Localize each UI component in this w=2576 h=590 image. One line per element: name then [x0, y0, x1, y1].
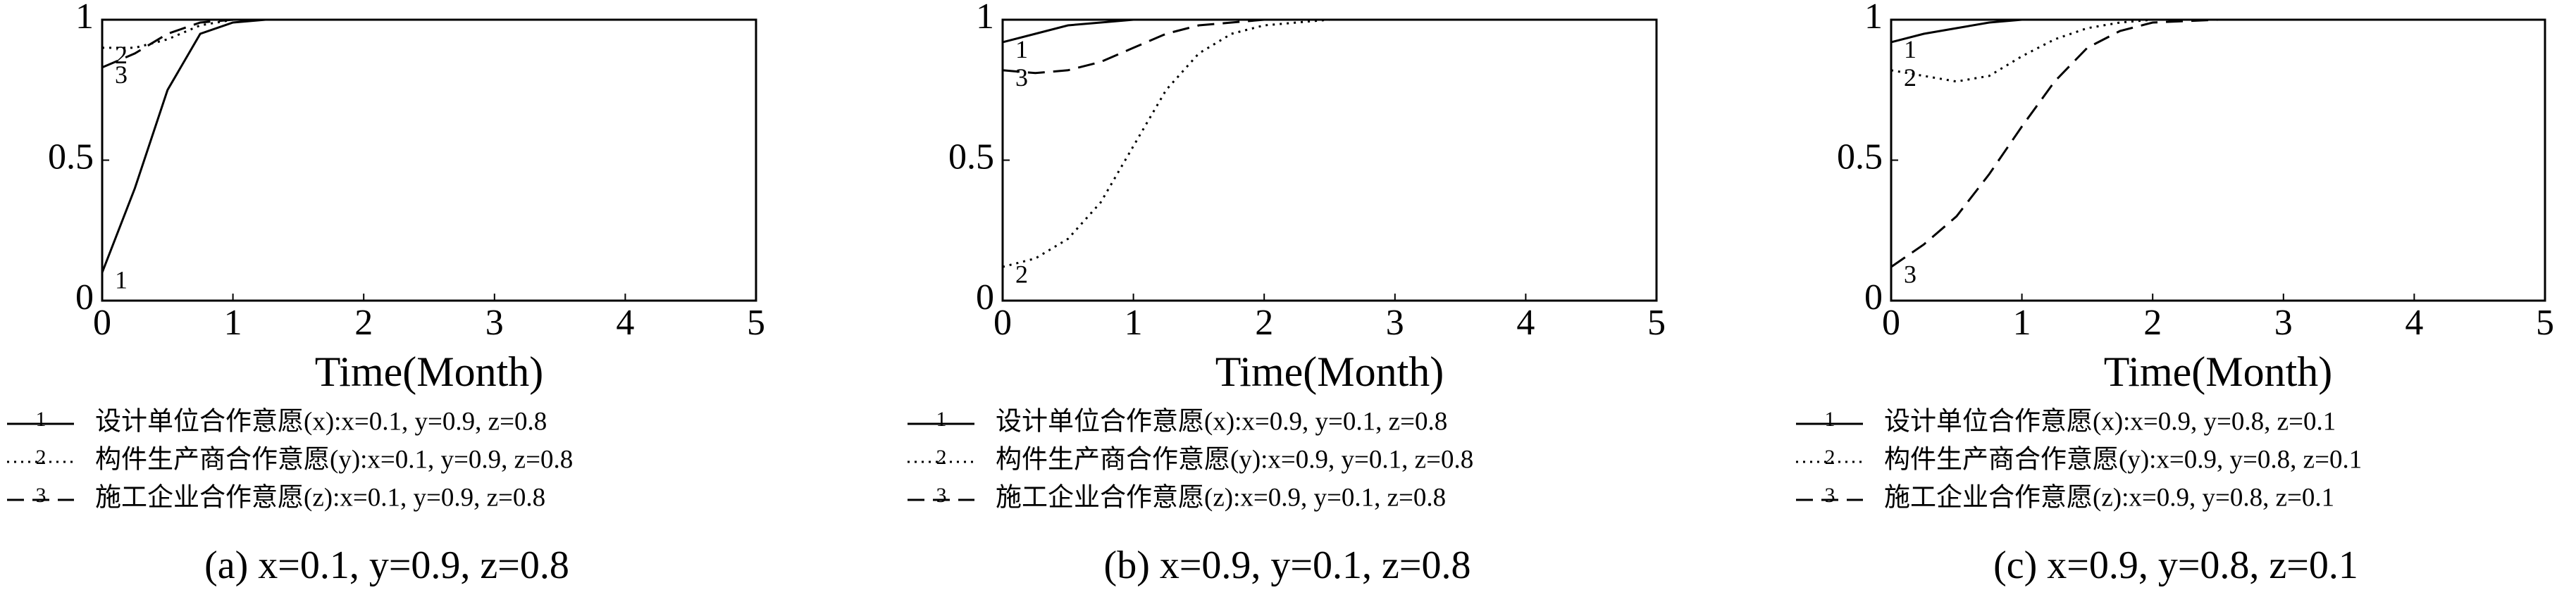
curve-label: 1 — [115, 265, 128, 294]
series-line — [1890, 18, 2545, 44]
x-tick-label: 4 — [616, 303, 634, 343]
series-line — [101, 18, 756, 69]
legend-sample-label: 1 — [936, 408, 947, 431]
series-line — [1890, 18, 2545, 83]
legend-sample-label: 1 — [1825, 408, 1835, 431]
x-tick-label: 2 — [2143, 303, 2162, 343]
curve-label: 3 — [1904, 260, 1916, 288]
x-tick-label: 4 — [1516, 303, 1535, 343]
series-line — [1002, 18, 1657, 268]
legend-label: 施工企业合作意愿(z):x=0.9, y=0.1, z=0.8 — [996, 482, 1446, 512]
series-line — [1002, 18, 1657, 75]
legend-sample-label: 3 — [36, 484, 47, 507]
y-tick-label: 0.5 — [48, 137, 94, 177]
legend-sample-label: 3 — [936, 484, 947, 507]
series-line — [101, 18, 756, 273]
legend-sample-label: 2 — [936, 446, 947, 469]
legend-label: 构件生产商合作意愿(y):x=0.9, y=0.1, z=0.8 — [996, 444, 1473, 474]
x-tick-label: 3 — [1386, 303, 1404, 343]
x-tick-label: 5 — [747, 303, 765, 343]
legend-label: 构件生产商合作意愿(y):x=0.9, y=0.8, z=0.1 — [1884, 444, 2362, 474]
y-tick-label: 1 — [976, 0, 994, 37]
legend-label: 设计单位合作意愿(x):x=0.9, y=0.1, z=0.8 — [996, 406, 1447, 436]
y-tick-label: 1 — [75, 0, 94, 37]
plot-frame — [101, 18, 757, 302]
legend-label: 施工企业合作意愿(z):x=0.9, y=0.8, z=0.1 — [1884, 482, 2334, 512]
legend-label: 设计单位合作意愿(x):x=0.9, y=0.8, z=0.1 — [1884, 406, 2336, 436]
y-tick-label: 1 — [1864, 0, 1883, 37]
x-tick-label: 3 — [485, 303, 504, 343]
x-tick-label: 2 — [354, 303, 373, 343]
legend-sample-label: 3 — [1825, 484, 1835, 507]
legend-label: 施工企业合作意愿(z):x=0.1, y=0.9, z=0.8 — [95, 482, 545, 512]
y-tick-label: 0 — [1864, 277, 1883, 318]
curve-label: 2 — [115, 41, 128, 69]
legend-sample-label: 1 — [36, 408, 47, 431]
x-axis-label: Time(Month) — [2104, 349, 2333, 395]
plot-frame — [1001, 18, 1658, 302]
y-tick-label: 0.5 — [1837, 137, 1883, 177]
x-tick-label: 3 — [2274, 303, 2293, 343]
series-line — [1002, 18, 1657, 44]
y-tick-label: 0.5 — [948, 137, 994, 177]
x-tick-label: 5 — [1647, 303, 1666, 343]
x-axis-label: Time(Month) — [315, 349, 544, 395]
curve-label: 3 — [1015, 63, 1028, 92]
x-tick-label: 1 — [2013, 303, 2031, 343]
x-tick-label: 5 — [2536, 303, 2554, 343]
x-tick-label: 1 — [1125, 303, 1143, 343]
legend-sample-label: 2 — [36, 446, 47, 469]
x-tick-label: 0 — [93, 303, 111, 343]
legend-label: 构件生产商合作意愿(y):x=0.1, y=0.9, z=0.8 — [95, 444, 573, 474]
legend-sample-label: 2 — [1825, 446, 1835, 469]
curve-label: 3 — [115, 61, 128, 89]
x-tick-label: 4 — [2405, 303, 2423, 343]
curve-label: 2 — [1015, 260, 1028, 288]
curve-label: 1 — [1015, 35, 1028, 63]
x-tick-label: 0 — [1882, 303, 1900, 343]
curve-label: 1 — [1904, 35, 1916, 63]
plot-frame — [1890, 18, 2546, 302]
legend-label: 设计单位合作意愿(x):x=0.1, y=0.9, z=0.8 — [95, 406, 547, 436]
x-tick-label: 0 — [993, 303, 1012, 343]
y-tick-label: 0 — [75, 277, 94, 318]
caption: (b) x=0.9, y=0.1, z=0.8 — [1104, 544, 1471, 587]
caption: (a) x=0.1, y=0.9, z=0.8 — [204, 544, 569, 587]
series-line — [1890, 18, 2545, 268]
y-tick-label: 0 — [976, 277, 994, 318]
x-tick-label: 1 — [224, 303, 242, 343]
caption: (c) x=0.9, y=0.8, z=0.1 — [1993, 544, 2358, 587]
x-tick-label: 2 — [1255, 303, 1273, 343]
curve-label: 2 — [1904, 63, 1916, 92]
x-axis-label: Time(Month) — [1215, 349, 1444, 395]
